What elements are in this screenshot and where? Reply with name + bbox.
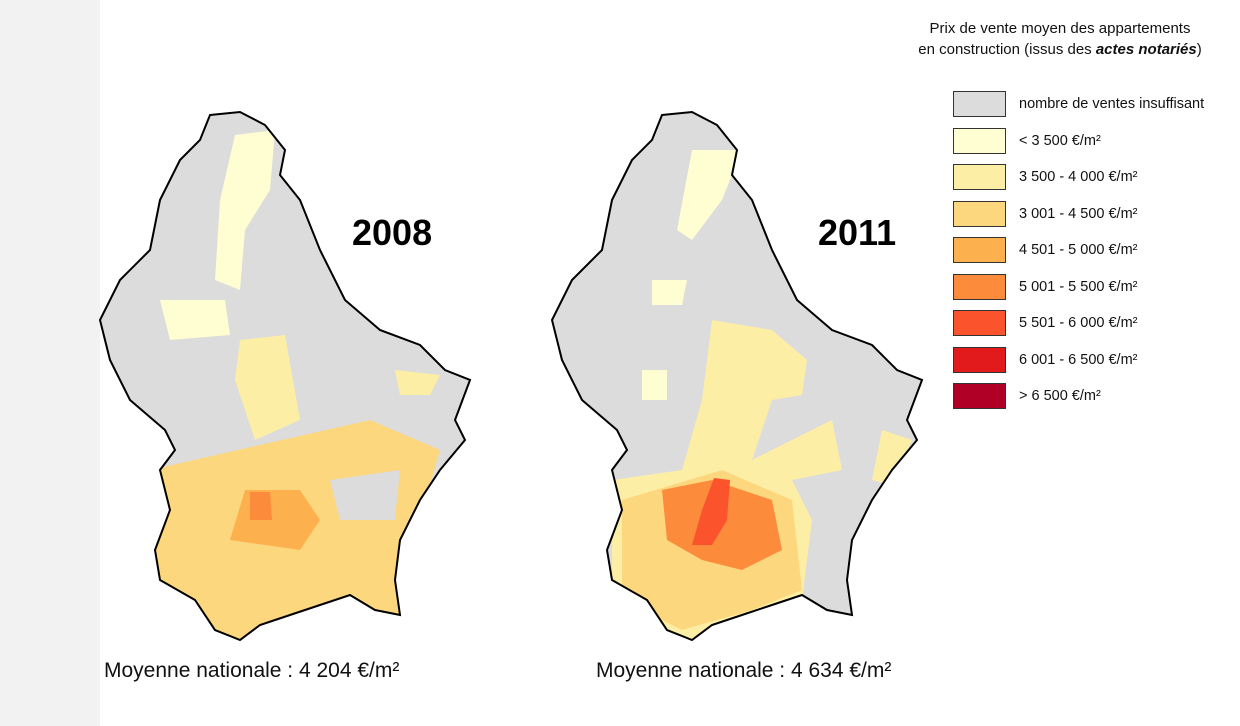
region (250, 492, 272, 520)
map-2008 (99, 111, 471, 641)
legend-item: 5 001 - 5 500 €/m² (953, 269, 1204, 306)
legend-label: 6 001 - 6 500 €/m² (1019, 351, 1138, 368)
region (872, 430, 912, 485)
region (160, 300, 230, 340)
legend-swatch (953, 346, 1006, 373)
legend-swatch (953, 383, 1006, 410)
legend-swatch (953, 273, 1006, 300)
legend-swatch (953, 310, 1006, 337)
legend-item: 5 501 - 6 000 €/m² (953, 305, 1204, 342)
legend-label: < 3 500 €/m² (1019, 132, 1101, 149)
region (215, 130, 275, 290)
legend-item: 4 501 - 5 000 €/m² (953, 232, 1204, 269)
legend-label: 4 501 - 5 000 €/m² (1019, 242, 1138, 259)
legend-label: 3 001 - 4 500 €/m² (1019, 205, 1138, 222)
region (395, 370, 440, 395)
legend-swatch (953, 127, 1006, 154)
legend-label: nombre de ventes insuffisant (1019, 96, 1205, 113)
legend-item: nombre de ventes insuffisant (953, 86, 1204, 123)
legend-swatch (953, 91, 1006, 118)
legend-title-line2: en construction (issus des actes notarié… (905, 39, 1215, 60)
legend-item: 3 500 - 4 000 €/m² (953, 159, 1204, 196)
left-margin (0, 0, 100, 726)
legend-label: > 6 500 €/m² (1019, 388, 1101, 405)
legend-item: > 6 500 €/m² (953, 378, 1204, 415)
legend-swatch (953, 237, 1006, 264)
legend-label: 5 001 - 5 500 €/m² (1019, 278, 1138, 295)
legend-item: 3 001 - 4 500 €/m² (953, 196, 1204, 233)
legend-title-line1: Prix de vente moyen des appartements (929, 20, 1191, 37)
region (677, 150, 742, 240)
region (652, 280, 687, 305)
legend-swatch (953, 200, 1006, 227)
region (330, 470, 400, 520)
legend-swatch (953, 164, 1006, 191)
region (235, 335, 300, 440)
legend-title-prefix: en construction (issus des (918, 41, 1096, 58)
legend-label: 3 500 - 4 000 €/m² (1019, 169, 1138, 186)
region (692, 478, 730, 545)
year-label-2008: 2008 (352, 212, 433, 253)
legend-label: 5 501 - 6 000 €/m² (1019, 315, 1138, 332)
national-average-2011: Moyenne nationale : 4 634 €/m² (596, 659, 892, 682)
legend-item: < 3 500 €/m² (953, 123, 1204, 160)
legend-item: 6 001 - 6 500 €/m² (953, 342, 1204, 379)
year-label-2011: 2011 (818, 212, 897, 253)
legend: nombre de ventes insuffisant < 3 500 €/m²… (953, 86, 1204, 415)
legend-title: Prix de vente moyen des appartements en … (905, 18, 1215, 60)
legend-title-suffix: ) (1196, 41, 1202, 58)
map-2011 (551, 111, 923, 641)
region (642, 370, 667, 400)
national-average-2008: Moyenne nationale : 4 204 €/m² (104, 659, 400, 682)
legend-title-emphasis: actes notariés (1095, 41, 1197, 58)
